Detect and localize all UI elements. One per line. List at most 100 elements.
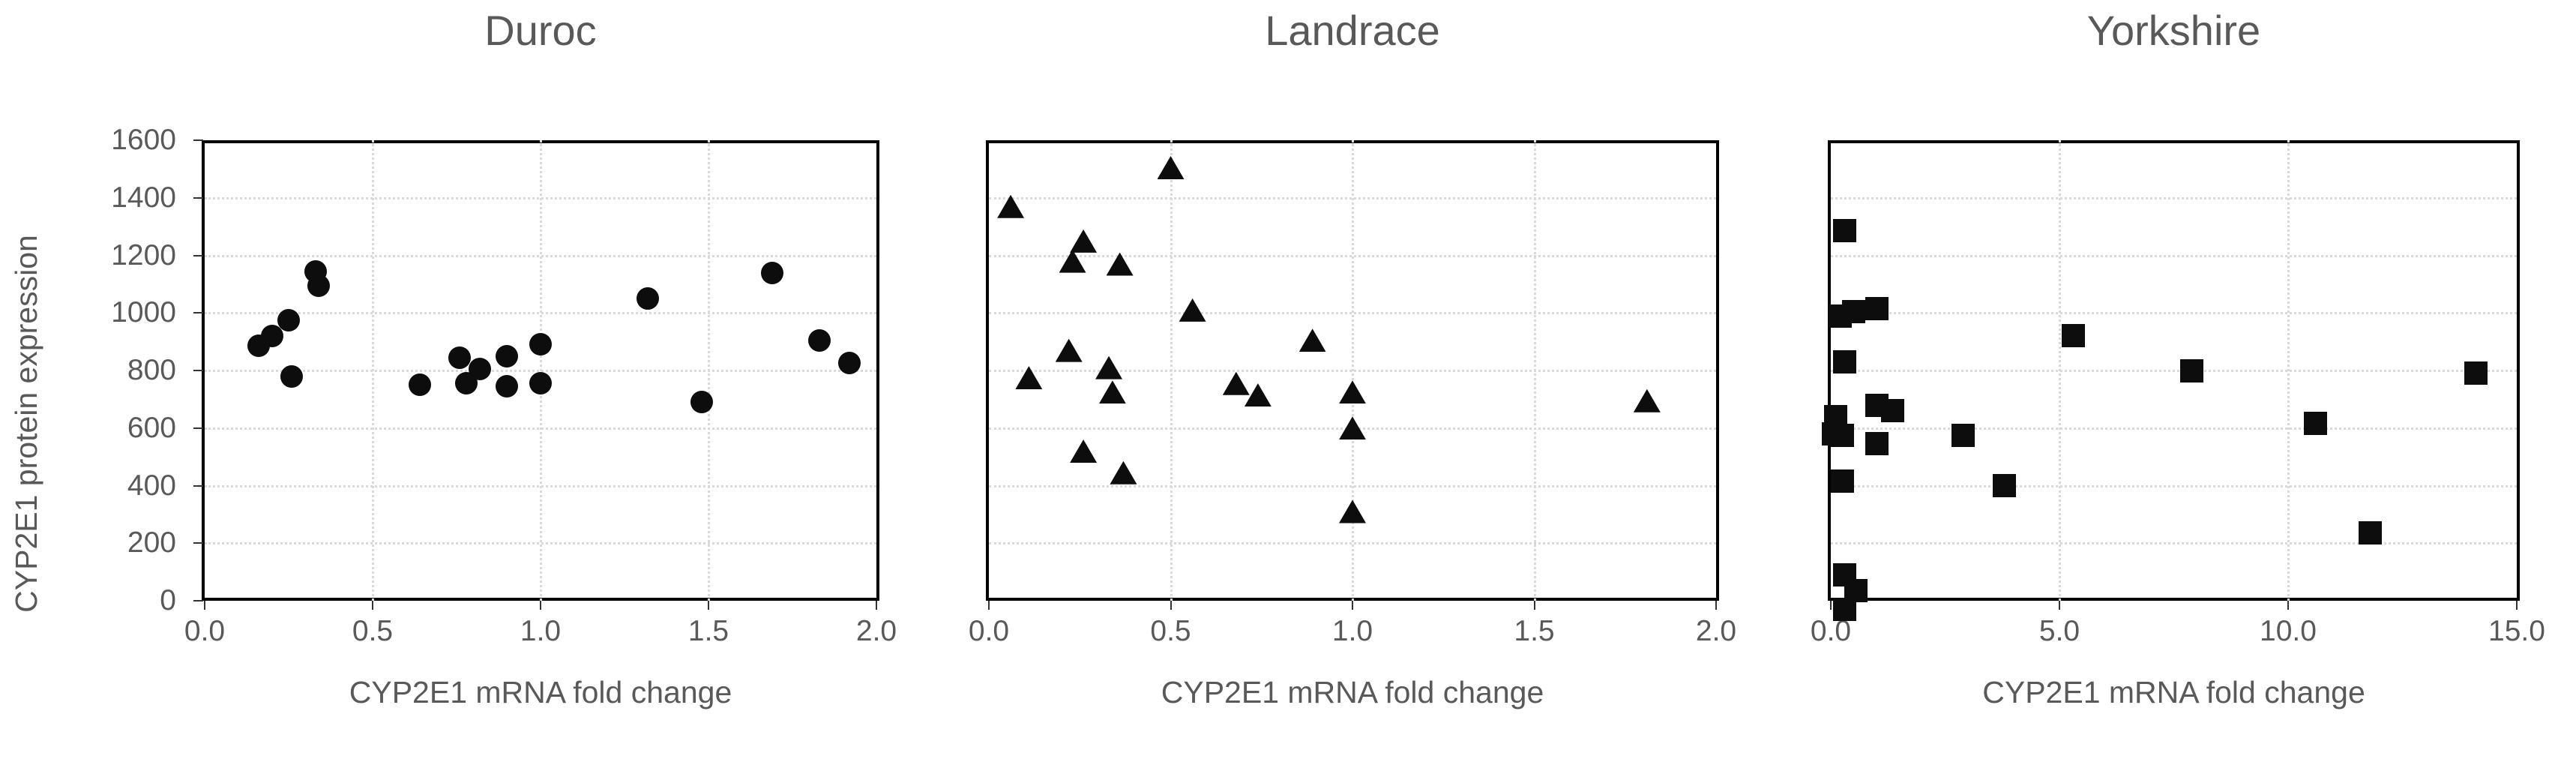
y-tick-mark — [193, 427, 203, 429]
x-tick-mark — [876, 601, 877, 610]
data-point-square — [1830, 470, 1854, 494]
y-tick-mark — [193, 312, 203, 314]
y-tick-label: 1600 — [111, 124, 176, 156]
y-tick-mark — [193, 254, 203, 256]
y-tick-mark — [193, 600, 203, 602]
x-axis-title-landrace: CYP2E1 mRNA fold change — [1161, 675, 1544, 710]
x-tick-label: 1.0 — [520, 615, 562, 647]
y-axis-title: CYP2E1 protein expression — [9, 235, 43, 613]
x-tick-label: 0.5 — [1150, 615, 1191, 647]
y-tick-mark — [193, 196, 203, 199]
x-axis-title-duroc: CYP2E1 mRNA fold change — [349, 675, 732, 710]
data-point-circle — [280, 364, 304, 388]
y-tick-label: 800 — [127, 354, 176, 386]
gridline-vertical — [1352, 140, 1354, 601]
x-tick-mark — [988, 601, 990, 610]
gridline-vertical — [540, 140, 542, 601]
gridline-vertical — [372, 140, 374, 601]
y-tick-mark — [193, 542, 203, 544]
data-point-square — [2304, 412, 2328, 436]
data-point-circle — [690, 391, 714, 414]
x-tick-mark — [2287, 601, 2289, 610]
data-point-circle — [496, 344, 519, 368]
gridline-horizontal — [1831, 254, 2517, 257]
x-tick-label: 0.5 — [352, 615, 394, 647]
data-point-circle — [496, 375, 519, 398]
chart-title-landrace: Landrace — [1265, 7, 1440, 54]
gridline-vertical — [1533, 140, 1536, 601]
data-point-square — [2464, 362, 2488, 386]
gridline-horizontal — [1831, 542, 2517, 545]
x-tick-mark — [372, 601, 373, 610]
data-point-circle — [408, 374, 431, 397]
data-point-circle — [277, 308, 300, 332]
chart-title-yorkshire: Yorkshire — [2086, 7, 2261, 54]
x-tick-mark — [540, 601, 541, 610]
data-point-square — [1865, 432, 1889, 456]
gridline-vertical — [2059, 140, 2061, 601]
data-point-square — [1832, 219, 1856, 243]
gridline-horizontal — [1831, 484, 2517, 488]
x-axis-title-yorkshire: CYP2E1 mRNA fold change — [1982, 675, 2365, 710]
x-tick-mark — [708, 601, 709, 610]
x-tick-label: 2.0 — [1695, 615, 1737, 647]
y-tick-label: 1400 — [111, 181, 176, 214]
x-tick-label: 15.0 — [2488, 615, 2545, 647]
x-tick-label: 1.5 — [1514, 615, 1555, 647]
x-tick-mark — [2059, 601, 2060, 610]
data-point-circle — [838, 352, 861, 375]
data-point-circle — [307, 274, 331, 297]
x-tick-label: 1.0 — [1331, 615, 1373, 647]
gridline-vertical — [708, 140, 710, 601]
y-tick-label: 400 — [127, 469, 176, 502]
data-point-square — [2359, 521, 2383, 545]
data-point-square — [2061, 324, 2085, 348]
x-tick-mark — [1170, 601, 1172, 610]
y-tick-mark — [193, 484, 203, 487]
y-tick-label: 600 — [127, 411, 176, 444]
y-tick-label: 1000 — [111, 296, 176, 329]
data-point-square — [1993, 474, 2017, 497]
gridline-horizontal — [1831, 196, 2517, 200]
data-point-circle — [448, 346, 472, 369]
x-tick-mark — [1715, 601, 1717, 610]
data-point-circle — [807, 328, 831, 352]
x-tick-mark — [1352, 601, 1353, 610]
gridline-vertical — [2287, 140, 2290, 601]
x-tick-label: 0.0 — [968, 615, 1010, 647]
y-tick-mark — [193, 370, 203, 371]
y-tick-label: 200 — [127, 526, 176, 560]
y-tick-label: 1200 — [111, 238, 176, 272]
data-point-circle — [761, 261, 784, 284]
data-point-square — [1842, 299, 1865, 323]
x-tick-label: 1.5 — [687, 615, 729, 647]
data-point-circle — [529, 372, 552, 395]
gridline-horizontal — [1831, 370, 2517, 372]
gridline-horizontal — [1831, 312, 2517, 315]
y-tick-label: 0 — [160, 584, 176, 616]
x-tick-mark — [1830, 601, 1832, 610]
data-point-square — [1830, 423, 1854, 447]
y-tick-mark — [193, 140, 203, 141]
data-point-square — [1844, 579, 1868, 603]
data-point-circle — [637, 287, 660, 310]
gridline-vertical — [1170, 140, 1173, 601]
data-point-circle — [469, 358, 492, 381]
data-point-square — [1880, 399, 1904, 423]
x-tick-mark — [2516, 601, 2518, 610]
data-point-square — [1951, 423, 1975, 447]
x-tick-label: 5.0 — [2038, 615, 2080, 647]
data-point-circle — [529, 333, 552, 356]
x-tick-label: 10.0 — [2260, 615, 2317, 647]
chart-title-duroc: Duroc — [484, 7, 597, 54]
x-tick-mark — [204, 601, 205, 610]
data-point-square — [1832, 350, 1856, 374]
x-tick-label: 0.0 — [184, 615, 226, 647]
data-point-square — [2180, 358, 2204, 382]
data-point-square — [1865, 296, 1889, 320]
x-tick-label: 2.0 — [855, 615, 897, 647]
x-tick-mark — [1533, 601, 1535, 610]
gridline-horizontal — [1831, 427, 2517, 430]
x-tick-label: 0.0 — [1810, 615, 1852, 647]
